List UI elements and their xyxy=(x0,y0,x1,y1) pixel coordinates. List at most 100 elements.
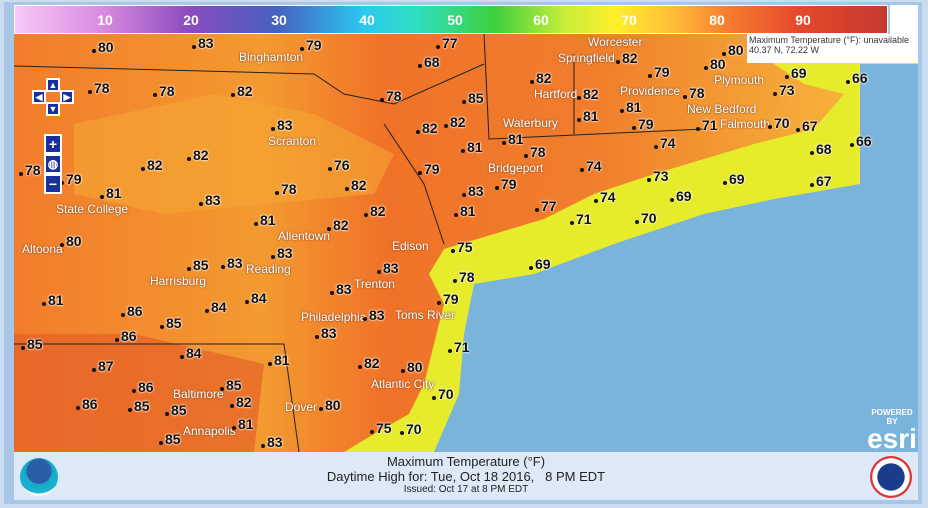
city-label: State College xyxy=(56,202,129,216)
pan-up-button[interactable]: ▲ xyxy=(46,78,60,92)
city-label: Falmouth xyxy=(720,117,771,131)
temperature-label: 78 xyxy=(275,181,297,197)
temperature-label: 85 xyxy=(21,336,43,352)
temperature-label: 75 xyxy=(451,239,473,255)
temperature-label: 81 xyxy=(232,416,254,432)
nws-logo xyxy=(870,456,912,498)
temperature-label: 84 xyxy=(205,299,227,315)
temperature-label: 83 xyxy=(221,255,243,271)
temperature-label: 67 xyxy=(810,173,832,189)
temperature-label: 85 xyxy=(220,377,242,393)
footer-subtitle: Daytime High for: Tue, Oct 18 2016, 8 PM… xyxy=(326,469,606,484)
temperature-label: 82 xyxy=(577,86,599,102)
city-label: Scranton xyxy=(268,134,317,148)
temperature-label: 81 xyxy=(620,99,642,115)
city-label: Philadelphia xyxy=(301,310,367,324)
temperature-label: 69 xyxy=(529,256,551,272)
legend-tick: 90 xyxy=(795,12,811,28)
temperature-label: 82 xyxy=(231,83,253,99)
temperature-map[interactable]: Binghamton Worcester Springfield Plymouth Pr… xyxy=(14,34,918,452)
temperature-label: 74 xyxy=(654,135,676,151)
legend-tick: 40 xyxy=(359,12,375,28)
temperature-label: 78 xyxy=(153,83,175,99)
temperature-label: 83 xyxy=(271,117,293,133)
temperature-label: 78 xyxy=(453,269,475,285)
esri-attribution[interactable]: POWERED BY esri xyxy=(867,408,917,452)
temperature-label: 85 xyxy=(128,398,150,414)
pan-right-button[interactable]: ▶ xyxy=(60,90,74,104)
temperature-label: 80 xyxy=(60,233,82,249)
temperature-label: 82 xyxy=(345,177,367,193)
temperature-label: 80 xyxy=(319,397,341,413)
city-label: Edison xyxy=(392,239,429,253)
temperature-label: 83 xyxy=(261,434,283,450)
temperature-label: 70 xyxy=(400,421,422,437)
temperature-label: 82 xyxy=(416,120,438,136)
map-shapes xyxy=(14,34,918,452)
temperature-label: 82 xyxy=(327,217,349,233)
city-label: Trenton xyxy=(354,277,395,291)
pan-left-button[interactable]: ◀ xyxy=(32,90,46,104)
temperature-label: 77 xyxy=(535,198,557,214)
temperature-label: 82 xyxy=(616,50,638,66)
city-label: Annapolis xyxy=(183,424,236,438)
temperature-label: 70 xyxy=(432,386,454,402)
temperature-label: 82 xyxy=(230,394,252,410)
legend-tick: 30 xyxy=(271,12,287,28)
temperature-label: 70 xyxy=(768,115,790,131)
legend-tick: 60 xyxy=(533,12,549,28)
temperature-label: 84 xyxy=(245,290,267,306)
city-label: Binghamton xyxy=(239,50,304,64)
globe-icon[interactable]: ◍ xyxy=(44,154,62,174)
temperature-label: 80 xyxy=(722,42,744,58)
city-label: Bridgeport xyxy=(488,161,544,175)
info-line-coords: 40.37 N, 72.22 W xyxy=(749,45,820,55)
city-label: Plymouth xyxy=(714,73,765,87)
temperature-label: 83 xyxy=(462,183,484,199)
temperature-legend: 10 20 30 40 50 60 70 80 90 xyxy=(14,5,888,34)
legend-tick: 10 xyxy=(97,12,113,28)
zoom-out-button[interactable]: − xyxy=(44,174,62,194)
city-label: Springfield xyxy=(558,51,615,65)
temperature-label: 81 xyxy=(268,352,290,368)
temperature-label: 81 xyxy=(502,131,524,147)
temperature-label: 85 xyxy=(462,90,484,106)
city-label: Allentown xyxy=(278,229,331,243)
temperature-label: 80 xyxy=(92,39,114,55)
zoom-in-button[interactable]: + xyxy=(44,134,62,154)
temperature-label: 79 xyxy=(648,64,670,80)
temperature-label: 87 xyxy=(92,358,114,374)
legend-spacer xyxy=(890,5,918,34)
temperature-label: 82 xyxy=(358,355,380,371)
temperature-label: 82 xyxy=(530,70,552,86)
temperature-label: 84 xyxy=(180,345,202,361)
city-label: Reading xyxy=(246,262,291,276)
temperature-label: 69 xyxy=(723,171,745,187)
temperature-label: 83 xyxy=(271,245,293,261)
temperature-label: 79 xyxy=(632,116,654,132)
pan-down-button[interactable]: ▼ xyxy=(46,102,60,116)
temperature-label: 79 xyxy=(437,291,459,307)
temperature-label: 69 xyxy=(670,188,692,204)
temperature-label: 70 xyxy=(635,210,657,226)
temperature-label: 76 xyxy=(328,157,350,173)
city-label: Baltimore xyxy=(173,387,224,401)
temperature-label: 67 xyxy=(796,118,818,134)
temperature-label: 79 xyxy=(418,161,440,177)
temperature-label: 69 xyxy=(785,65,807,81)
temperature-label: 85 xyxy=(160,315,182,331)
city-label: New Bedford xyxy=(687,102,757,116)
temperature-label: 83 xyxy=(330,281,352,297)
city-label: Atlantic City xyxy=(371,377,435,391)
temperature-label: 73 xyxy=(773,82,795,98)
temperature-label: 80 xyxy=(704,56,726,72)
map-footer: Maximum Temperature (°F) Daytime High fo… xyxy=(14,452,918,500)
temperature-label: 79 xyxy=(495,176,517,192)
temperature-label: 79 xyxy=(300,37,322,53)
temperature-label: 85 xyxy=(159,431,181,447)
temperature-label: 81 xyxy=(254,212,276,228)
city-label: Harrisburg xyxy=(150,274,207,288)
info-line-temperature: Maximum Temperature (°F): unavailable xyxy=(749,35,909,45)
city-label: Dover xyxy=(285,400,318,414)
temperature-label: 73 xyxy=(647,168,669,184)
